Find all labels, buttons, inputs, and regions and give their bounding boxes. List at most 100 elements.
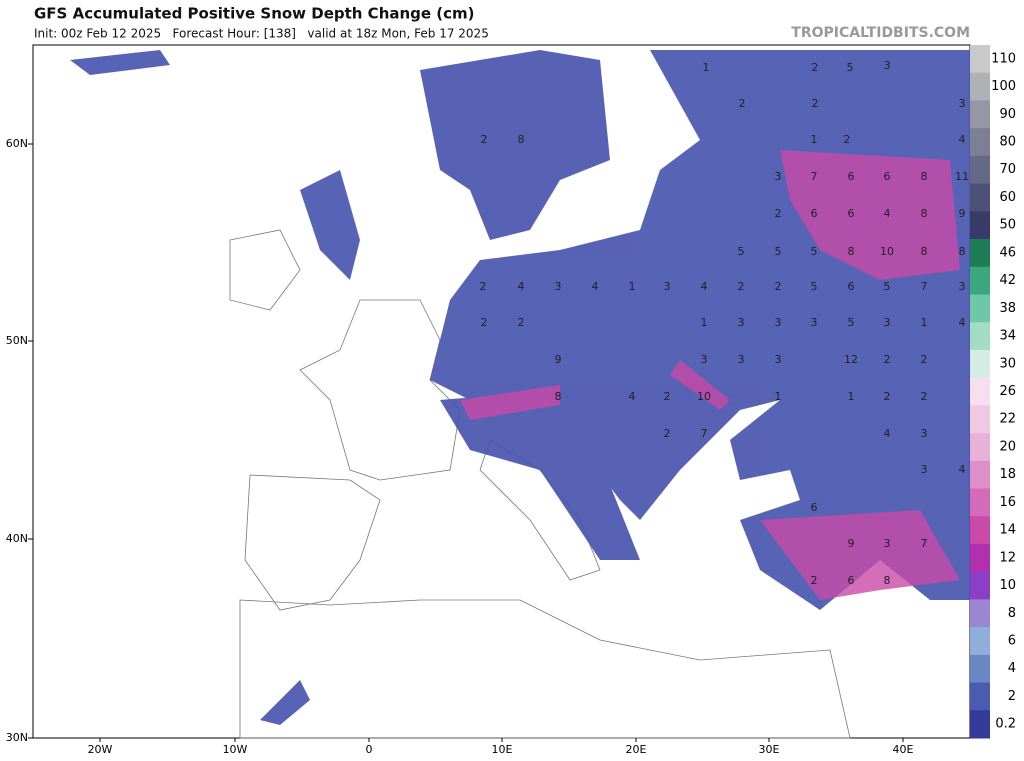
colorbar-segment	[970, 294, 990, 323]
colorbar-label: 80	[999, 135, 1016, 150]
snow-value: 2	[884, 353, 891, 366]
snow-value: 2	[480, 280, 487, 293]
snow-value: 2	[481, 133, 488, 146]
subtitle: Init: 00z Feb 12 2025 Forecast Hour: [13…	[34, 27, 489, 41]
lon-label: 0	[366, 743, 373, 756]
colorbar-segment	[970, 710, 990, 739]
snow-value: 3	[738, 353, 745, 366]
colorbar-segment	[970, 543, 990, 573]
coastlines	[229, 229, 851, 739]
colorbar-label: 100	[991, 79, 1016, 94]
colorbar-label: 0.2	[995, 717, 1016, 732]
snow-value: 5	[884, 280, 891, 293]
colorbar-segment	[970, 128, 990, 157]
colorbar-label: 38	[999, 301, 1016, 316]
snow-value: 5	[848, 316, 855, 329]
colorbar-label: 110	[991, 51, 1016, 66]
snow-value: 3	[738, 316, 745, 329]
snow-value: 3	[921, 463, 928, 476]
lat-label: 30N	[6, 731, 28, 744]
snow-value: 4	[959, 316, 966, 329]
snow-value: 5	[811, 245, 818, 258]
snow-value: 8	[848, 245, 855, 258]
colorbar-segment	[970, 211, 990, 240]
colorbar-segment	[970, 682, 990, 711]
colorbar-label: 16	[999, 495, 1016, 510]
snow-value: 2	[921, 353, 928, 366]
snow-value: 2	[844, 133, 851, 146]
colorbar-segment	[970, 516, 990, 545]
snow-value: 5	[811, 280, 818, 293]
colorbar-segment	[970, 405, 990, 434]
lon-label: 10E	[492, 743, 513, 756]
snow-value: 4	[959, 463, 966, 476]
snow-value: 4	[884, 427, 891, 440]
snow-value: 6	[848, 207, 855, 220]
snow-value: 6	[884, 170, 891, 183]
colorbar-label: 22	[999, 412, 1016, 427]
snow-value: 12	[844, 353, 858, 366]
colorbar-label: 8	[1008, 606, 1016, 621]
colorbar-segment	[970, 377, 990, 406]
colorbar-label: 46	[999, 245, 1016, 260]
snow-value: 1	[775, 390, 782, 403]
axes: 60N 50N 40N 30N 20W 10W 0 10E 20E 30E 40E	[6, 137, 914, 756]
snow-value: 5	[775, 245, 782, 258]
snow-value: 2	[884, 390, 891, 403]
snow-value: 7	[921, 280, 928, 293]
snow-value: 8	[959, 245, 966, 258]
snow-value: 2	[812, 97, 819, 110]
colorbar-segment	[970, 183, 990, 212]
snow-value: 4	[959, 133, 966, 146]
lat-label: 40N	[6, 532, 28, 545]
snow-value: 1	[848, 390, 855, 403]
snow-value: 3	[775, 170, 782, 183]
colorbar-label: 12	[999, 550, 1016, 565]
snow-value: 7	[701, 427, 708, 440]
snow-value: 3	[884, 59, 891, 72]
snow-value: 1	[703, 61, 710, 74]
colorbar-segment	[970, 571, 990, 600]
snow-value: 6	[848, 574, 855, 587]
snow-value: 3	[775, 353, 782, 366]
colorbar-label: 42	[999, 273, 1016, 288]
snow-value: 1	[629, 280, 636, 293]
colorbar-segment	[970, 488, 990, 517]
snow-value: 2	[775, 280, 782, 293]
snow-value: 2	[664, 390, 671, 403]
lon-label: 20E	[626, 743, 647, 756]
snow-value: 3	[555, 280, 562, 293]
colorbar: 1101009080706050464238343026222018161412…	[970, 45, 1016, 739]
lon-label: 20W	[88, 743, 113, 756]
colorbar-segment	[970, 599, 990, 628]
colorbar-label: 30	[999, 356, 1016, 371]
colorbar-segment	[970, 322, 990, 351]
snow-value: 6	[811, 207, 818, 220]
colorbar-label: 2	[1008, 689, 1016, 704]
snow-value: 9	[959, 207, 966, 220]
colorbar-segment	[970, 239, 990, 268]
snow-value: 4	[884, 207, 891, 220]
snow-value: 2	[738, 280, 745, 293]
colorbar-label: 14	[999, 523, 1016, 538]
snow-value: 2	[775, 207, 782, 220]
snow-value: 6	[811, 501, 818, 514]
snow-value: 6	[848, 170, 855, 183]
colorbar-label: 18	[999, 467, 1016, 482]
snow-value: 7	[921, 537, 928, 550]
colorbar-label: 60	[999, 190, 1016, 205]
snow-value: 4	[701, 280, 708, 293]
colorbar-segment	[970, 45, 990, 74]
lon-label: 40E	[893, 743, 914, 756]
lat-label: 50N	[6, 334, 28, 347]
colorbar-label: 90	[999, 107, 1016, 122]
colorbar-label: 34	[999, 329, 1016, 344]
snow-value: 3	[884, 316, 891, 329]
lat-label: 60N	[6, 137, 28, 150]
snow-value: 7	[811, 170, 818, 183]
snow-value: 2	[739, 97, 746, 110]
colorbar-segment	[970, 72, 990, 101]
colorbar-segment	[970, 627, 990, 656]
